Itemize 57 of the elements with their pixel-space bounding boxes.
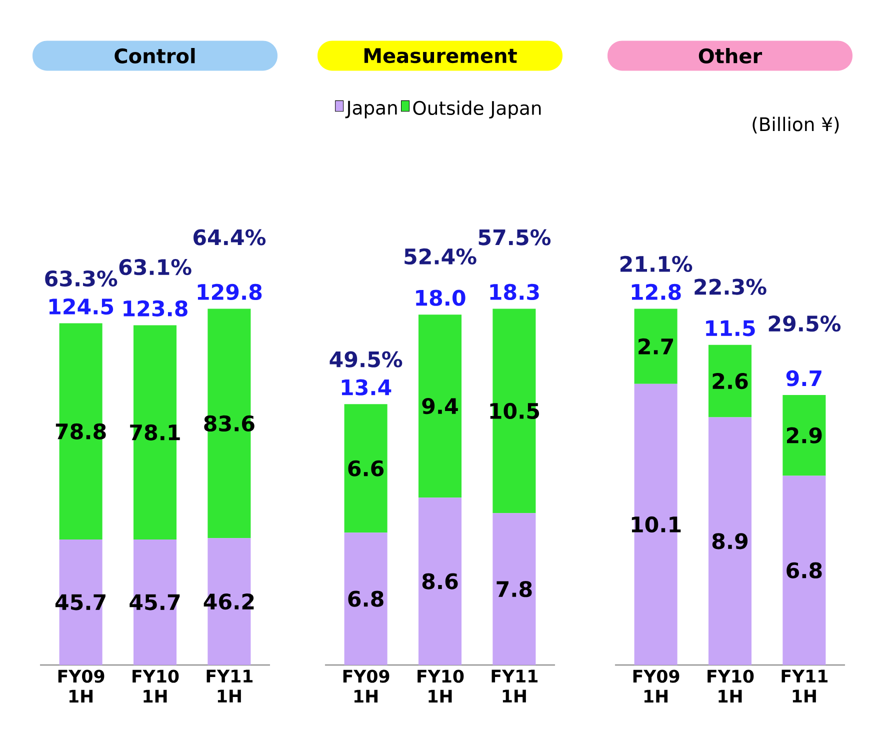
text: 21.1% (620, 256, 692, 272)
data-label: 10.1 (632, 516, 681, 532)
data-label: 6.8 (786, 562, 822, 578)
x-tick-label: FY11 1H (492, 670, 538, 702)
text: 64.4% (194, 229, 266, 246)
bar (492, 513, 536, 665)
bar (634, 308, 678, 384)
text: 63.1% (119, 259, 192, 276)
x-tick-label: FY11 1H (206, 670, 253, 702)
x-tick-label: FY09 1H (343, 670, 390, 703)
text: (Billion ¥) (752, 116, 839, 134)
data-label: 7.8 (496, 581, 532, 598)
bar (418, 314, 462, 498)
x-tick-label: FY09 1H (58, 670, 104, 703)
total-label: 123.8 (124, 300, 188, 316)
bar (344, 404, 388, 533)
total-label: 124.5 (49, 298, 114, 315)
text: 22.3% (694, 278, 766, 295)
total-label: 12.8 (632, 284, 681, 300)
data-label: 8.6 (422, 573, 458, 590)
legend-label: Japan (345, 100, 397, 118)
text: 52.4% (404, 248, 476, 265)
bar (344, 532, 388, 665)
chart-title: Control (114, 48, 195, 64)
x-tick-label: FY09 1H (633, 670, 680, 703)
x-tick-label: FY10 1H (708, 670, 754, 703)
x-tick-label: FY11 1H (782, 670, 828, 702)
data-label: 45.7 (55, 594, 106, 610)
text: 57.5% (478, 229, 551, 246)
data-label: 45.7 (130, 594, 180, 610)
total-label: 18.3 (490, 284, 539, 300)
chart-title: Measurement (364, 48, 517, 64)
total-label: 11.5 (706, 320, 755, 336)
data-label: 2.9 (786, 427, 822, 444)
data-label: 2.6 (712, 373, 748, 390)
total-label: 9.7 (786, 370, 822, 386)
bar (708, 417, 752, 665)
legend-label: Outside Japan (413, 100, 541, 119)
data-label: 6.8 (348, 590, 384, 607)
data-label: 6.6 (348, 460, 384, 476)
total-label: 129.8 (198, 284, 262, 300)
data-label: 2.7 (638, 338, 674, 354)
bar (782, 395, 826, 476)
total-label: 18.0 (416, 290, 466, 306)
chart-title: Other (698, 48, 762, 64)
x-tick-label: FY10 1H (132, 670, 179, 703)
annotation: 29.5% (768, 316, 841, 332)
text: 63.3% (45, 270, 118, 287)
data-label: 8.9 (712, 533, 748, 550)
data-label: 9.4 (422, 398, 458, 414)
x-tick-label: FY10 1H (418, 670, 464, 703)
data-label: 46.2 (204, 594, 254, 610)
bar (418, 498, 462, 665)
annotation: 49.5% (330, 351, 402, 368)
bar (708, 344, 752, 418)
total-label: 13.4 (342, 379, 392, 396)
bar (782, 476, 826, 665)
